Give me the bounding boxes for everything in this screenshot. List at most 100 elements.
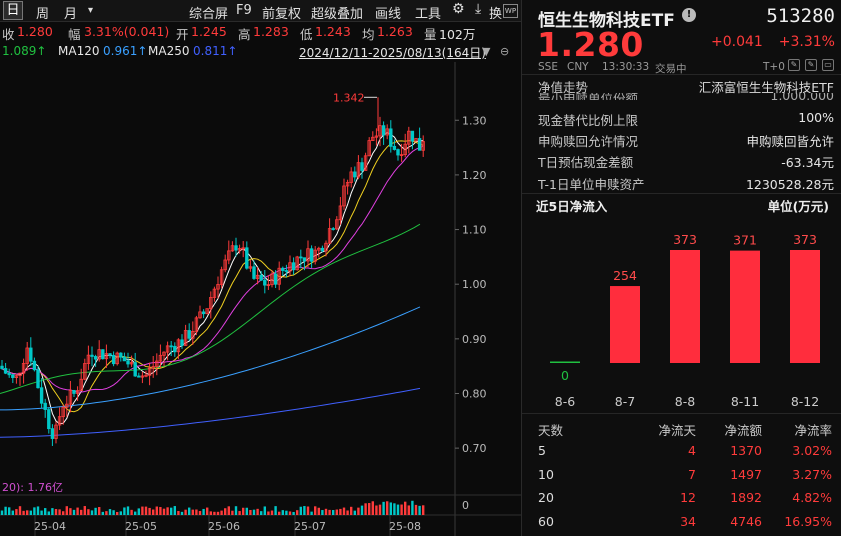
volume-bar <box>339 508 342 515</box>
volume-bar <box>170 507 173 515</box>
volume-bar <box>274 506 277 515</box>
volume-bar <box>119 511 122 515</box>
menu-overlay[interactable]: 超级叠加 <box>311 7 364 22</box>
candle-body <box>410 130 415 142</box>
candle-body <box>237 248 242 251</box>
volume-bar <box>317 507 320 515</box>
volume-bar <box>33 507 36 515</box>
inflow-bar-label: 0 <box>561 368 569 383</box>
volume-bar <box>310 511 313 515</box>
range-dropdown-icon[interactable]: ▼ <box>482 45 491 58</box>
candle-body <box>21 363 26 374</box>
tab-month[interactable]: 月 <box>64 7 78 22</box>
ma60-line <box>0 223 421 394</box>
volume-bar <box>227 506 230 515</box>
volume-bar <box>180 511 184 515</box>
date-range[interactable]: 2024/12/11-2025/08/13(164日) <box>299 46 486 60</box>
candle-body <box>353 171 357 178</box>
volume-bar <box>126 506 130 515</box>
volume-bar <box>62 511 65 515</box>
settings-gear-icon[interactable]: ⚙ <box>452 1 465 17</box>
volume-bar <box>321 510 324 515</box>
volume-bar <box>54 509 58 515</box>
candle-body <box>263 279 267 286</box>
candle-body <box>115 352 119 365</box>
download-icon[interactable]: ⤓ <box>475 1 482 17</box>
candle-body <box>198 311 202 319</box>
info-icon[interactable]: ! <box>682 8 696 22</box>
volume-bar <box>108 509 112 515</box>
menu-f9[interactable]: F9 <box>236 3 252 18</box>
ma120-value: 0.961↑ <box>103 44 148 58</box>
candle-body <box>173 345 177 353</box>
volume-bar <box>292 511 295 515</box>
volume-bar <box>137 508 140 515</box>
candle-body <box>234 245 238 251</box>
price-axis-label: 1.00 <box>462 278 487 291</box>
ma250-label: MA250 <box>148 44 190 58</box>
price-axis-label: 0.80 <box>462 387 487 400</box>
candle-body <box>309 248 314 262</box>
candle-body <box>32 360 37 371</box>
candle-body <box>165 345 170 353</box>
candle-body <box>39 387 44 404</box>
candle-body <box>295 256 299 271</box>
candle-body <box>43 402 47 410</box>
volume-bar <box>234 506 238 515</box>
candlestick-chart[interactable]: 1.30 1.20 1.10 1.00 0.90 0.80 0.70 20): 1.76亿 0 2… <box>0 62 521 536</box>
menu-forward-adjust[interactable]: 前复权 <box>262 7 302 22</box>
zoom-out-icon[interactable]: ⊖ <box>500 45 510 58</box>
volume-bar <box>324 508 328 515</box>
volume-bar <box>364 503 367 515</box>
volume-bar <box>188 507 191 515</box>
inflow-unit: 单位(万元) <box>767 199 829 214</box>
candle-body <box>266 284 271 287</box>
switch-button[interactable]: 换 <box>489 7 503 22</box>
period-dropdown-icon[interactable]: ▾ <box>88 5 94 16</box>
volume-bar <box>220 510 223 515</box>
table-row: 20 12 1892 4.82% <box>522 490 841 510</box>
menu-tools[interactable]: 工具 <box>415 7 442 22</box>
volume-bar <box>130 509 133 515</box>
volume-bar <box>396 504 400 515</box>
candle-body <box>277 267 281 285</box>
tab-week[interactable]: 周 <box>36 7 50 22</box>
candle-body <box>284 270 289 272</box>
current-price: 1.280 <box>537 25 644 64</box>
volume-bar <box>36 506 40 515</box>
candle-body <box>68 389 73 405</box>
tab-day[interactable]: 日 <box>3 1 23 20</box>
volume-bar <box>80 509 83 515</box>
candle-body <box>417 138 422 151</box>
nav-fund-link[interactable]: 汇添富恒生生物科技ETF <box>698 80 834 95</box>
candle-body <box>169 345 173 348</box>
nav-row[interactable]: 净值走势 汇添富恒生生物科技ETF <box>538 77 834 95</box>
menu-composite-screen[interactable]: 综合屏 <box>189 7 229 22</box>
wp-icon[interactable]: WP <box>503 4 518 18</box>
candle-body <box>399 154 404 157</box>
table-cell-flow-days: 7 <box>688 466 696 482</box>
candle-body <box>288 262 292 272</box>
volume-bar <box>288 511 292 515</box>
volume-ma-label: 20): 1.76亿 <box>2 481 63 494</box>
candle-body <box>11 374 15 378</box>
volume-bar <box>303 506 306 515</box>
candle-body <box>335 219 339 230</box>
volume-bar <box>422 505 425 515</box>
table-cell-days: 5 <box>538 443 546 458</box>
candle-body <box>201 311 206 315</box>
open-value: 1.245 <box>191 24 227 39</box>
inflow-date-label: 8-7 <box>615 394 635 409</box>
volume-axis-label: 0 <box>462 499 469 512</box>
candle-body <box>302 257 307 262</box>
pin-icon[interactable]: ✎ <box>805 59 817 71</box>
candle-body <box>421 141 425 151</box>
candle-body <box>255 274 260 279</box>
menu-draw-line[interactable]: 画线 <box>375 7 402 22</box>
chat-icon[interactable]: ▭ <box>822 59 834 71</box>
candle-body <box>216 284 220 290</box>
volume-bar <box>206 507 209 515</box>
edit-icon[interactable]: ✎ <box>788 59 800 71</box>
candle-body <box>47 409 51 430</box>
price-axis-label: 0.70 <box>462 442 487 455</box>
